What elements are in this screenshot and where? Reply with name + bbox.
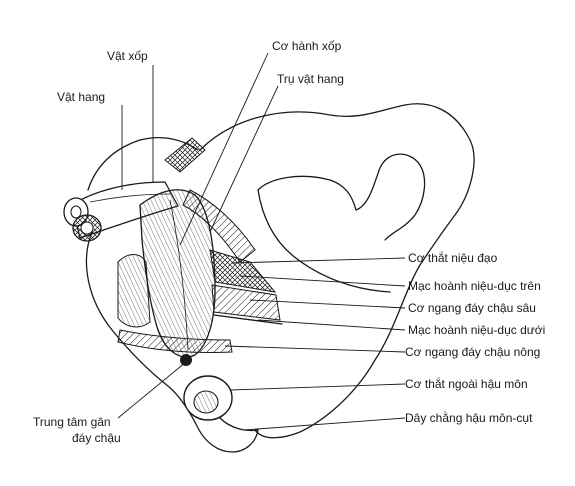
label-tru-vat-hang: Trụ vật hang	[277, 72, 344, 86]
left-muscle-mass	[117, 254, 151, 328]
label-vat-xop: Vật xốp	[107, 49, 148, 63]
label-mac-hoanh-duoi: Mạc hoành niệu-dục dưới	[408, 323, 545, 337]
leader-co-ngang-nong	[224, 345, 406, 353]
leader-mac-hoanh-duoi	[257, 319, 406, 331]
leader-trung-tam-gan	[117, 361, 187, 419]
pelvis-inner-contour	[257, 153, 426, 241]
leader-co-that-nieu-dao	[231, 257, 406, 264]
label-day-chau: đáy chậu	[72, 431, 121, 445]
labels: Vật xốp Vật hang Cơ hành xốp Trụ vật han…	[33, 39, 545, 445]
corpus-spongiosum-cut-inner	[80, 221, 94, 235]
label-day-chang: Dây chằng hậu môn-cụt	[405, 410, 533, 425]
leader-mac-hoanh-tren	[239, 275, 406, 287]
leader-co-that-ngoai	[229, 383, 406, 391]
leader-co-hanh-xop	[179, 52, 269, 246]
label-co-ngang-sau: Cơ ngang đáy chậu sâu	[408, 301, 536, 315]
anococcygeal-ligament-shape	[219, 417, 259, 432]
urogenital-diaphragm-inf	[213, 314, 283, 325]
label-trung-tam-gan: Trung tâm gân	[33, 415, 111, 429]
label-co-that-nieu-dao: Cơ thắt niệu đạo	[408, 250, 498, 265]
superficial-transverse-muscle	[117, 329, 233, 354]
label-co-hanh-xop: Cơ hành xốp	[272, 39, 342, 53]
leader-day-chang	[243, 417, 406, 431]
corpus-cavernosum-cut-inner	[70, 205, 82, 219]
perineal-body	[180, 354, 192, 366]
bulbospongiosus-raphe	[169, 199, 189, 351]
anal-canal	[193, 390, 219, 414]
left-outline-lower	[85, 231, 259, 453]
label-vat-hang: Vật hang	[57, 90, 105, 104]
deep-transverse-muscle	[211, 284, 281, 321]
label-mac-hoanh-tren: Mạc hoành niệu-dục trên	[408, 279, 541, 293]
label-co-ngang-nong: Cơ ngang đáy chậu nông	[405, 345, 540, 359]
urogenital-diaphragm-sup	[209, 249, 277, 293]
leader-lines	[117, 52, 406, 431]
ischial-ramus	[257, 189, 391, 293]
hatched-band	[164, 137, 206, 173]
label-co-that-ngoai: Cơ thắt ngoài hậu môn	[405, 376, 528, 391]
left-outline-upper	[87, 137, 199, 191]
pelvis-outline	[199, 103, 475, 439]
anatomy-drawing	[63, 103, 475, 453]
leader-tru-vat-hang	[209, 85, 279, 233]
leader-co-ngang-sau	[249, 299, 406, 309]
